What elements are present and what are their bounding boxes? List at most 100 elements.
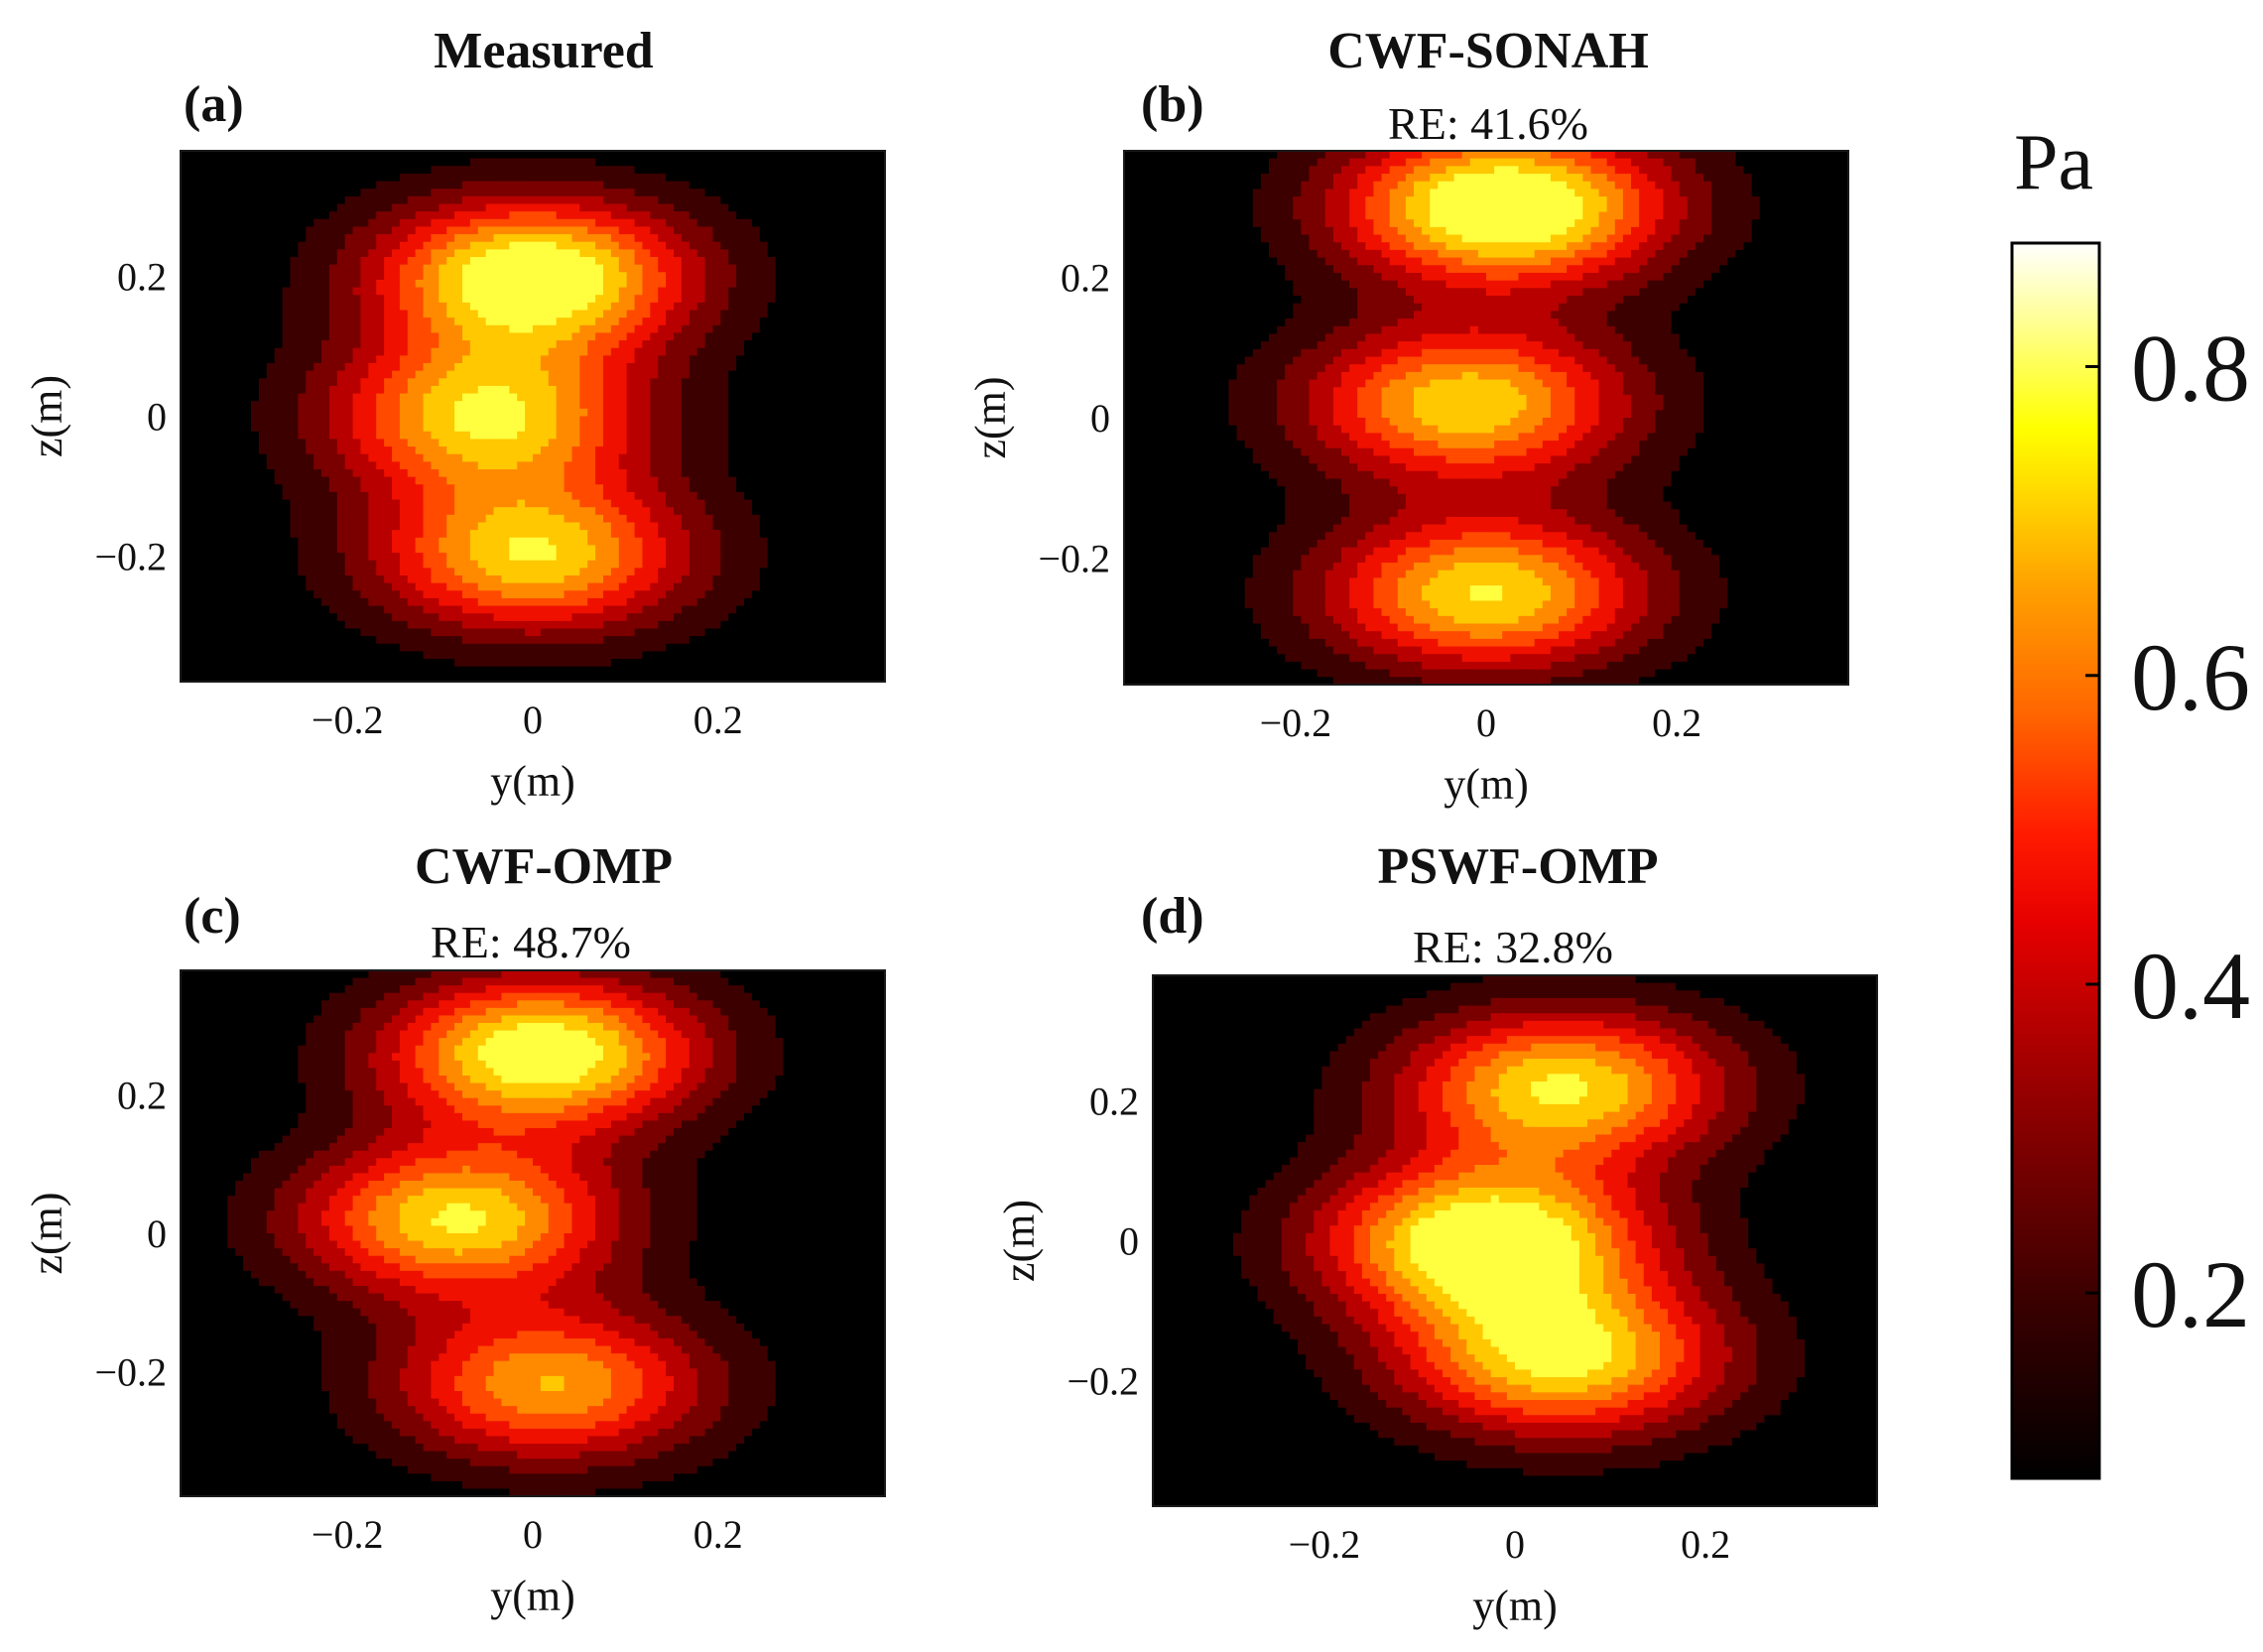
contour-cell: [478, 325, 486, 333]
contour-cell: [321, 272, 329, 280]
contour-cell: [658, 303, 666, 311]
contour-cell: [697, 318, 705, 325]
contour-cell: [509, 288, 517, 296]
contour-cell: [384, 211, 392, 219]
contour-cell: [791, 204, 799, 212]
contour-cell: [219, 272, 227, 280]
contour-cell: [235, 295, 243, 303]
contour-cell: [219, 249, 227, 257]
contour-cell: [705, 348, 713, 356]
contour-cell: [744, 265, 752, 273]
contour-cell: [650, 332, 658, 340]
contour-cell: [533, 318, 541, 325]
contour-cell: [525, 234, 533, 242]
contour-cell: [181, 288, 189, 296]
contour-cell: [768, 348, 776, 356]
contour-cell: [486, 348, 494, 356]
contour-cell: [627, 211, 635, 219]
contour-cell: [384, 272, 392, 280]
contour-cell: [720, 151, 728, 159]
contour-cell: [760, 196, 768, 204]
contour-cell: [267, 272, 275, 280]
contour-cell: [337, 159, 345, 167]
contour-cell: [251, 355, 259, 363]
contour-cell: [712, 318, 720, 325]
contour-cell: [283, 159, 291, 167]
contour-cell: [337, 182, 345, 190]
contour-cell: [846, 182, 854, 190]
contour-cell: [314, 355, 321, 363]
contour-cell: [283, 249, 291, 257]
contour-cell: [251, 303, 259, 311]
contour-cell: [869, 257, 877, 265]
contour-cell: [861, 325, 869, 333]
contour-cell: [744, 332, 752, 340]
contour-cell: [799, 159, 807, 167]
contour-cell: [571, 249, 579, 257]
contour-cell: [345, 325, 353, 333]
contour-cell: [705, 340, 713, 348]
contour-cell: [807, 196, 815, 204]
contour-cell: [728, 189, 736, 196]
contour-cell: [744, 340, 752, 348]
contour-cell: [525, 311, 533, 318]
contour-cell: [557, 174, 565, 182]
contour-cell: [462, 332, 470, 340]
contour-cell: [204, 151, 212, 159]
contour-cell: [635, 242, 643, 250]
contour-cell: [360, 257, 368, 265]
contour-cell: [595, 182, 603, 190]
contour-cell: [768, 151, 776, 159]
contour-cell: [376, 196, 384, 204]
contour-cell: [478, 303, 486, 311]
contour-cell: [486, 234, 494, 242]
contour-cell: [446, 355, 454, 363]
contour-cell: [768, 311, 776, 318]
contour-cell: [321, 311, 329, 318]
contour-cell: [486, 340, 494, 348]
contour-cell: [541, 189, 549, 196]
contour-cell: [587, 219, 595, 227]
contour-cell: [196, 340, 204, 348]
contour-cell: [227, 272, 235, 280]
contour-cell: [329, 303, 337, 311]
contour-cell: [682, 272, 690, 280]
contour-cell: [720, 196, 728, 204]
contour-cell: [635, 265, 643, 273]
contour-cell: [565, 182, 572, 190]
contour-cell: [454, 272, 462, 280]
contour-cell: [807, 219, 815, 227]
contour-cell: [314, 311, 321, 318]
contour-cell: [251, 189, 259, 196]
contour-cell: [353, 166, 361, 174]
contour-cell: [674, 182, 682, 190]
contour-cell: [830, 189, 838, 196]
contour-cell: [275, 174, 283, 182]
contour-cell: [329, 311, 337, 318]
contour-cell: [431, 166, 439, 174]
contour-cell: [509, 295, 517, 303]
contour-cell: [541, 265, 549, 273]
contour-cell: [470, 325, 478, 333]
contour-cell: [454, 303, 462, 311]
contour-cell: [446, 303, 454, 311]
contour-cell: [799, 318, 807, 325]
contour-cell: [611, 234, 619, 242]
contour-cell: [181, 249, 189, 257]
contour-cell: [424, 325, 432, 333]
contour-cell: [728, 249, 736, 257]
contour-cell: [454, 257, 462, 265]
contour-cell: [830, 311, 838, 318]
contour-cell: [314, 318, 321, 325]
contour-cell: [314, 303, 321, 311]
contour-cell: [736, 280, 744, 288]
contour-cell: [275, 340, 283, 348]
contour-cell: [682, 166, 690, 174]
contour-cell: [783, 159, 791, 167]
contour-cell: [830, 219, 838, 227]
contour-cell: [290, 265, 298, 273]
contour-cell: [690, 272, 697, 280]
contour-cell: [783, 280, 791, 288]
contour-cell: [830, 249, 838, 257]
contour-cell: [314, 151, 321, 159]
